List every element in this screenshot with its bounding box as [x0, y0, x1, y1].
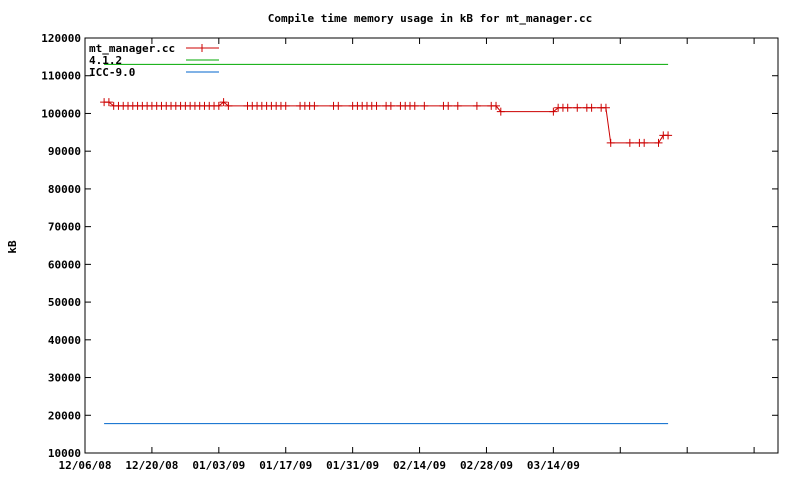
data-point [410, 101, 419, 110]
series-layer [100, 63, 673, 425]
x-tick-label: 01/31/09 [326, 459, 379, 472]
y-tick-label: 30000 [48, 372, 81, 385]
data-point [606, 138, 615, 147]
x-tick-label: 12/20/08 [125, 459, 178, 472]
y-tick-label: 20000 [48, 409, 81, 422]
y-axis: 10000 20000 30000 40000 50000 60000 70000 80000… [41, 32, 778, 460]
y-tick-label: 10000 [48, 447, 81, 460]
x-tick-label: 01/17/09 [259, 459, 312, 472]
data-point [664, 131, 673, 140]
x-tick-label: 12/06/08 [59, 459, 112, 472]
data-point [640, 138, 649, 147]
y-tick-label: 40000 [48, 334, 81, 347]
x-tick-label: 02/14/09 [393, 459, 446, 472]
data-point [563, 103, 572, 112]
data-point [214, 101, 223, 110]
data-point [453, 101, 462, 110]
plot-frame [84, 37, 779, 454]
data-point [496, 107, 505, 116]
legend-label: 4.1.2 [89, 54, 122, 67]
chart-title: Compile time memory usage in kB for mt_m… [268, 12, 593, 25]
data-point [386, 101, 395, 110]
legend-marker [198, 44, 206, 52]
x-tick-label: 03/14/09 [527, 459, 580, 472]
data-point [219, 98, 228, 107]
data-point [420, 101, 429, 110]
y-tick-label: 50000 [48, 296, 81, 309]
legend-label: ICC-9.0 [89, 66, 135, 79]
data-point [654, 138, 663, 147]
data-point [310, 101, 319, 110]
legend-entry: mt_manager.cc [89, 42, 219, 55]
data-point [573, 103, 582, 112]
legend-label: mt_manager.cc [89, 42, 175, 55]
data-point [281, 101, 290, 110]
data-point [587, 103, 596, 112]
y-tick-label: 120000 [41, 32, 81, 45]
data-point [334, 101, 343, 110]
series-0 [100, 98, 673, 147]
legend-entry: 4.1.2 [89, 54, 219, 67]
data-point [444, 101, 453, 110]
y-tick-label: 100000 [41, 107, 81, 120]
y-tick-label: 110000 [41, 70, 81, 83]
y-tick-label: 60000 [48, 258, 81, 271]
data-point [601, 103, 610, 112]
data-point [625, 138, 634, 147]
x-tick-label: 02/28/09 [460, 459, 513, 472]
data-point [492, 101, 501, 110]
data-point [549, 107, 558, 116]
y-tick-label: 80000 [48, 183, 81, 196]
y-tick-label: 90000 [48, 145, 81, 158]
y-axis-label: kB [6, 240, 19, 254]
data-point [104, 98, 113, 107]
x-axis: 12/06/08 12/20/08 01/03/09 01/17/09 01/31/09… [59, 38, 755, 472]
data-point [224, 101, 233, 110]
data-point [472, 101, 481, 110]
x-tick-label: 01/03/09 [192, 459, 245, 472]
data-point [372, 101, 381, 110]
y-tick-label: 70000 [48, 221, 81, 234]
legend-entry: ICC-9.0 [89, 66, 219, 79]
